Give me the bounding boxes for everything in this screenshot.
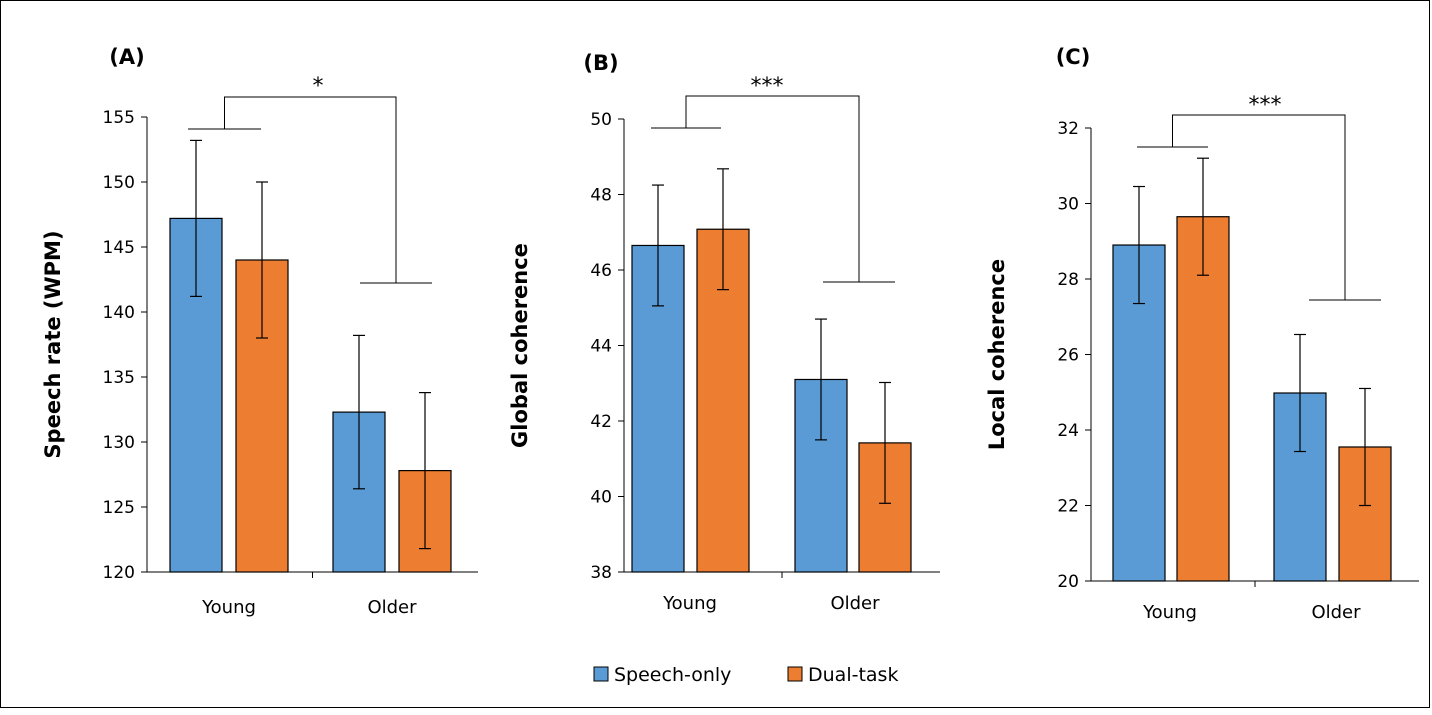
- y-tick-label: 46: [590, 261, 612, 281]
- y-tick-label: 28: [1057, 270, 1079, 290]
- x-category-label: Older: [367, 597, 417, 618]
- y-tick-label: 30: [1057, 195, 1079, 215]
- panel-label: (B): [583, 51, 618, 75]
- y-tick-label: 42: [590, 412, 612, 432]
- significance-bracket: [685, 95, 860, 282]
- legend-label-dual-task: Dual-task: [808, 664, 898, 686]
- y-tick-label: 130: [103, 433, 135, 453]
- x-category-label: Young: [662, 593, 717, 614]
- y-tick-label: 50: [590, 110, 612, 130]
- y-tick-label: 26: [1057, 346, 1079, 366]
- chart-panel-2: (B) Global coherence 38 40 42 44 46 48 50 Young Ol…: [508, 51, 940, 614]
- x-category-label: Young: [201, 597, 256, 618]
- y-axis-label: Global coherence: [508, 243, 532, 448]
- legend-label-speech-only: Speech-only: [614, 664, 731, 686]
- x-category-label: Older: [1311, 602, 1361, 623]
- y-axis-label: Speech rate (WPM): [41, 230, 65, 458]
- chart-panel-1: (A) Speech rate (WPM) 120 125 130 135 140 145 15…: [41, 45, 478, 618]
- y-tick-label: 32: [1057, 119, 1079, 139]
- y-tick-label: 135: [103, 368, 135, 388]
- x-category-label: Young: [1142, 602, 1197, 623]
- legend-swatch-speech-only: [593, 666, 609, 682]
- legend: Speech-only Dual-task: [593, 664, 898, 686]
- significance-marker: ***: [751, 74, 784, 99]
- y-tick-label: 38: [590, 563, 612, 583]
- chart-panel-3: (C) Local coherence 20 22 24 26 28 30 32 Young Old…: [985, 45, 1419, 623]
- significance-bracket: [1172, 114, 1346, 300]
- significance-marker: ***: [1249, 93, 1282, 118]
- y-axis-label: Local coherence: [985, 259, 1009, 450]
- panel-label: (A): [109, 45, 144, 69]
- y-tick-label: 40: [590, 488, 612, 508]
- significance-bracket: [224, 96, 397, 283]
- x-category-label: Older: [830, 593, 880, 614]
- y-tick-label: 150: [103, 173, 135, 193]
- y-tick-label: 140: [103, 303, 135, 323]
- y-tick-label: 120: [103, 563, 135, 583]
- legend-swatch-dual-task: [787, 666, 803, 682]
- significance-marker: *: [313, 74, 324, 99]
- y-tick-label: 155: [103, 108, 135, 128]
- y-tick-label: 44: [590, 337, 612, 357]
- y-tick-label: 22: [1057, 497, 1079, 517]
- y-tick-label: 24: [1057, 421, 1079, 441]
- panel-label: (C): [1056, 45, 1091, 69]
- y-tick-label: 48: [590, 186, 612, 206]
- y-tick-label: 145: [103, 238, 135, 258]
- y-tick-label: 125: [103, 498, 135, 518]
- y-tick-label: 20: [1057, 572, 1079, 592]
